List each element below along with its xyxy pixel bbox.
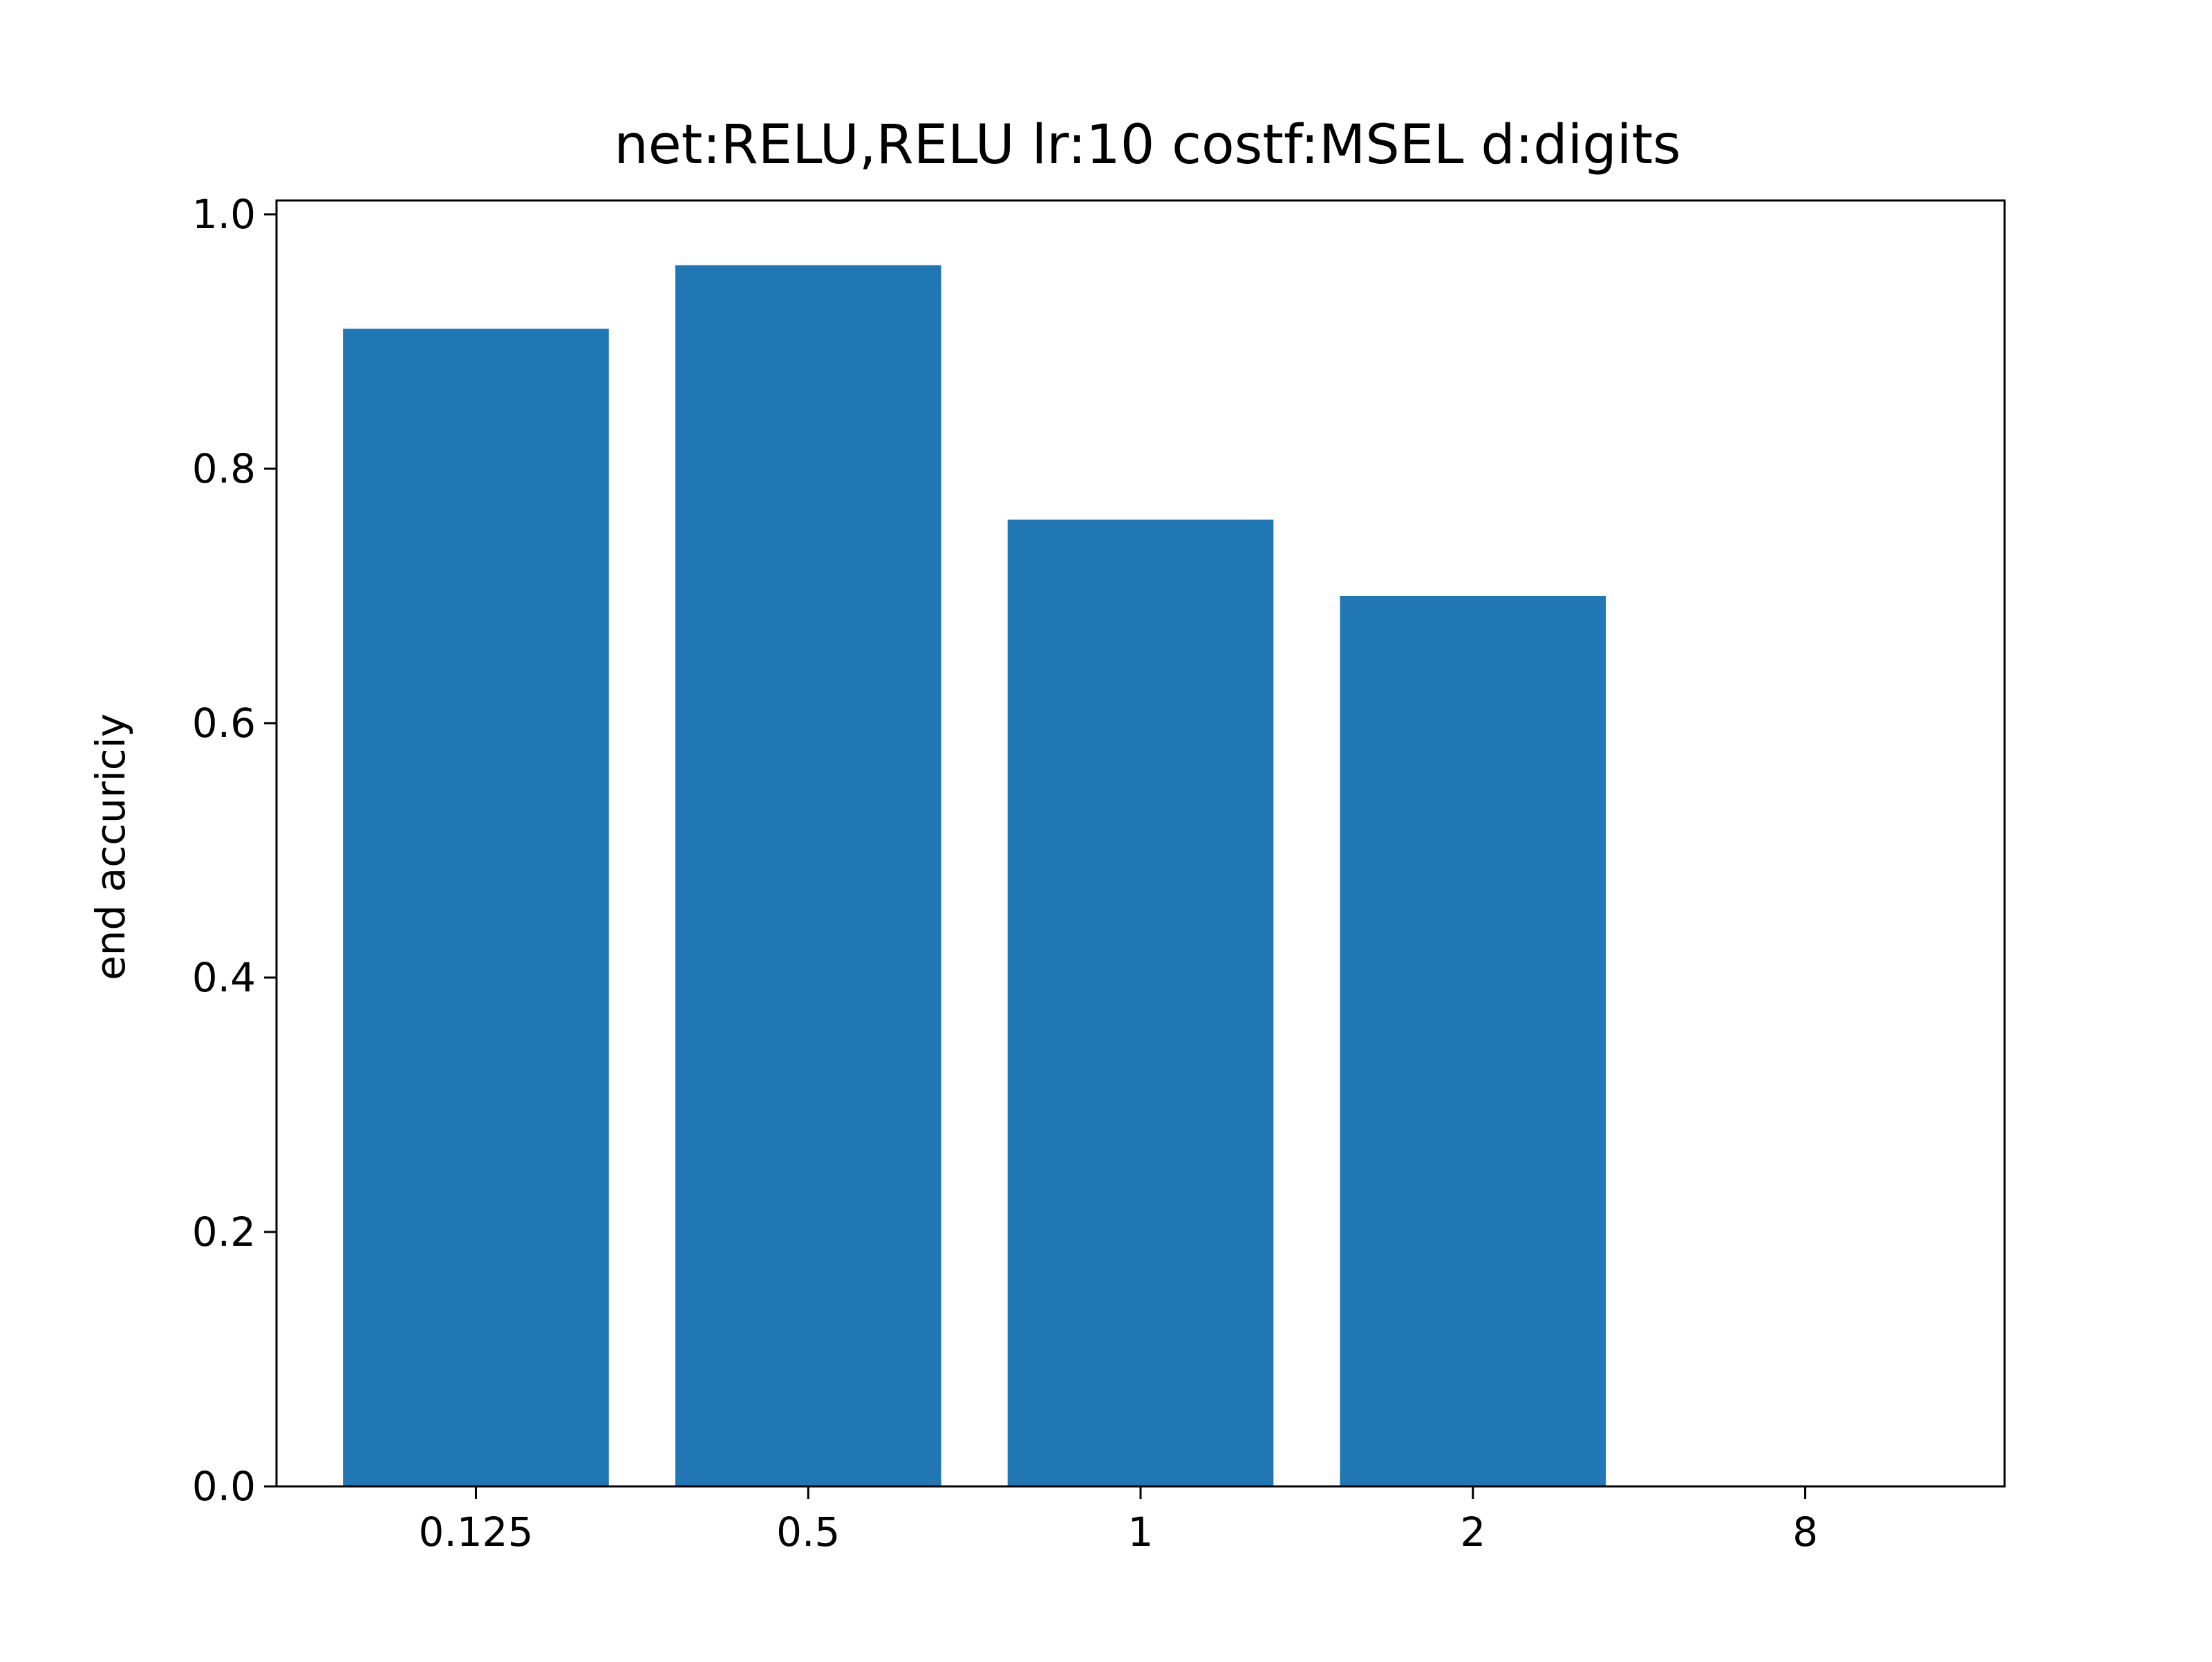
x-tick-label-8: 8	[1792, 1509, 1818, 1556]
y-tick-label-0.2: 0.2	[192, 1208, 256, 1255]
y-tick-label-0.4: 0.4	[192, 954, 256, 1001]
plot-area: 0.125 0.5 1 2 8 0.0 0.2 0.4 0.6 0.8 1.0	[192, 191, 2006, 1556]
axes-frame	[275, 199, 2006, 1488]
x-tick-label-0.125: 0.125	[418, 1509, 533, 1556]
x-tick-label-1: 1	[1128, 1509, 1154, 1556]
bar-0.125	[343, 328, 609, 1487]
chart-title: net:RELU,RELU lr:10 costf:MSEL d:digits	[614, 114, 1680, 176]
y-tick-label-0.0: 0.0	[192, 1463, 256, 1510]
bar-0.5	[675, 265, 941, 1487]
bar-2	[1340, 596, 1606, 1486]
y-tick-label-1.0: 1.0	[192, 191, 256, 238]
x-tick-label-2: 2	[1460, 1509, 1485, 1556]
y-tick-label-0.6: 0.6	[192, 700, 256, 747]
y-axis-label: end accuriciy	[87, 713, 134, 980]
y-tick-label-0.8: 0.8	[192, 445, 256, 492]
x-tick-label-0.5: 0.5	[776, 1509, 840, 1556]
bar-1	[1007, 519, 1274, 1486]
